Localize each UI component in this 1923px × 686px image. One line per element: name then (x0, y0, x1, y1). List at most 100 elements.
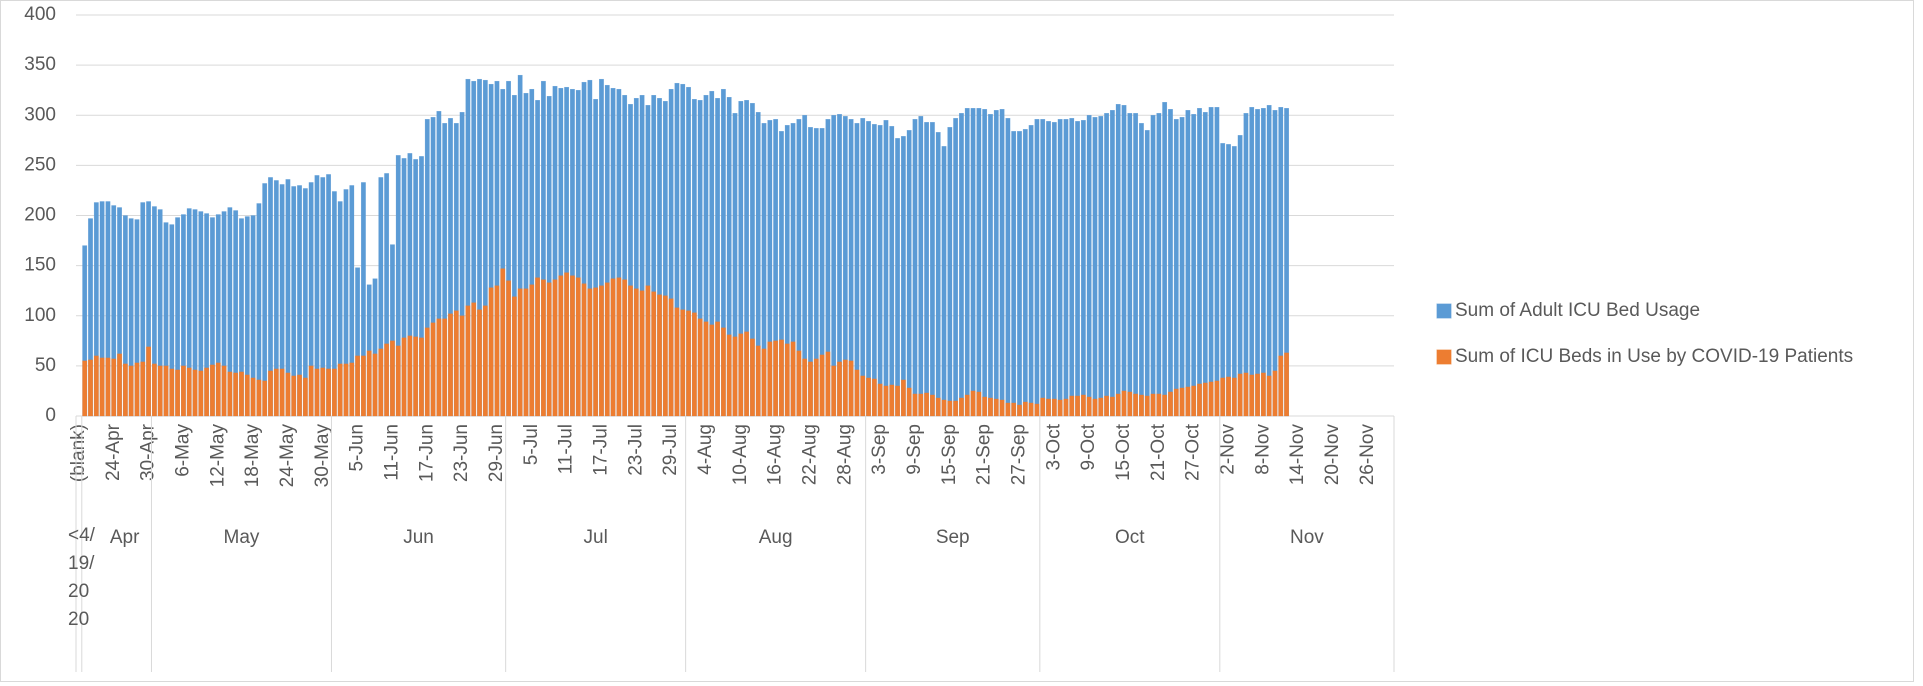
bar (1231, 146, 1237, 417)
bar (244, 374, 250, 417)
bar (128, 365, 134, 417)
bar (842, 359, 848, 417)
x-tick-label: 12-May (207, 424, 228, 488)
bar (1086, 115, 1092, 417)
bar (1051, 122, 1057, 417)
bar (703, 321, 709, 417)
bar (906, 130, 912, 417)
group-label: May (224, 527, 260, 548)
bar (930, 122, 935, 417)
bar (1150, 115, 1156, 417)
bar (482, 305, 488, 417)
bar (1243, 113, 1249, 417)
bar (662, 295, 668, 417)
bar (889, 126, 895, 417)
bar (935, 397, 941, 417)
group-label: Apr (110, 527, 140, 548)
x-tick-label: 11-Jun (381, 424, 402, 481)
bar (697, 318, 703, 417)
y-tick-label: 250 (24, 154, 56, 175)
x-tick-label: 22-Aug (799, 424, 820, 485)
bar (970, 108, 976, 417)
bar (953, 400, 959, 417)
bar (1092, 398, 1098, 417)
bar (1133, 393, 1139, 417)
bar (1115, 393, 1121, 417)
bar (331, 368, 337, 417)
bar (1208, 107, 1214, 417)
bar (825, 351, 831, 417)
bar (1115, 104, 1121, 417)
bar (210, 364, 215, 417)
x-tick-label: 20-Nov (1322, 424, 1343, 486)
bar (1173, 388, 1179, 417)
bar (1080, 394, 1086, 417)
bar (1069, 395, 1075, 417)
bar (1266, 375, 1272, 417)
bar (1185, 110, 1191, 417)
legend-swatch (1436, 349, 1452, 365)
bar (773, 340, 779, 417)
bar (105, 357, 111, 417)
bar (866, 377, 871, 417)
legend-label: Sum of ICU Beds in Use by COVID-19 Patie… (1455, 346, 1853, 367)
bar (227, 371, 233, 417)
x-tick-label: 10-Aug (730, 424, 751, 485)
bar (616, 277, 622, 417)
bar (1197, 383, 1202, 417)
bar (1173, 119, 1179, 417)
bar (343, 363, 349, 417)
bar (1109, 110, 1115, 417)
bar (1133, 113, 1139, 417)
bar (1202, 112, 1208, 417)
bar (1226, 376, 1231, 417)
y-tick-label: 200 (24, 205, 56, 226)
bar (82, 360, 88, 417)
bar (918, 116, 924, 417)
bar (419, 337, 424, 417)
bar (657, 294, 662, 417)
bar (883, 385, 889, 417)
x-tick-label: 5-Jul (521, 424, 542, 465)
y-tick-label: 50 (35, 355, 56, 376)
bar (204, 367, 210, 417)
bar (604, 282, 610, 417)
bar (988, 397, 993, 417)
bar (250, 377, 256, 417)
group-label: Sep (936, 527, 970, 548)
bar (790, 341, 796, 417)
bar (285, 372, 291, 417)
bar (1231, 377, 1237, 417)
bar (181, 365, 186, 417)
bar (755, 345, 761, 417)
bar (1011, 402, 1017, 417)
bar (877, 125, 883, 417)
bar (982, 109, 988, 417)
bar (1040, 397, 1046, 417)
x-tick-label: 26-Nov (1357, 424, 1378, 486)
group-label-box: <4/19/2020 (68, 525, 95, 630)
bar (1179, 117, 1185, 417)
x-tick-label: 21-Sep (974, 424, 995, 485)
bar (413, 336, 419, 417)
bar (1104, 395, 1110, 417)
bar (953, 118, 959, 417)
bar (221, 365, 227, 417)
bar (1109, 396, 1115, 417)
bar (1121, 105, 1127, 417)
bar (291, 375, 297, 417)
group-label: <4/19/2020 (68, 525, 95, 630)
bar (941, 399, 947, 417)
bar (1098, 397, 1104, 417)
x-tick-label: 23-Jul (625, 424, 646, 476)
bar (192, 369, 198, 417)
bar (349, 362, 355, 417)
bar (1214, 107, 1220, 417)
bar (860, 118, 866, 417)
bar (819, 354, 825, 417)
bar (970, 390, 976, 417)
bar (709, 324, 715, 417)
bar (273, 368, 279, 417)
bar (279, 368, 285, 417)
x-tick-label: 27-Oct (1183, 423, 1204, 481)
